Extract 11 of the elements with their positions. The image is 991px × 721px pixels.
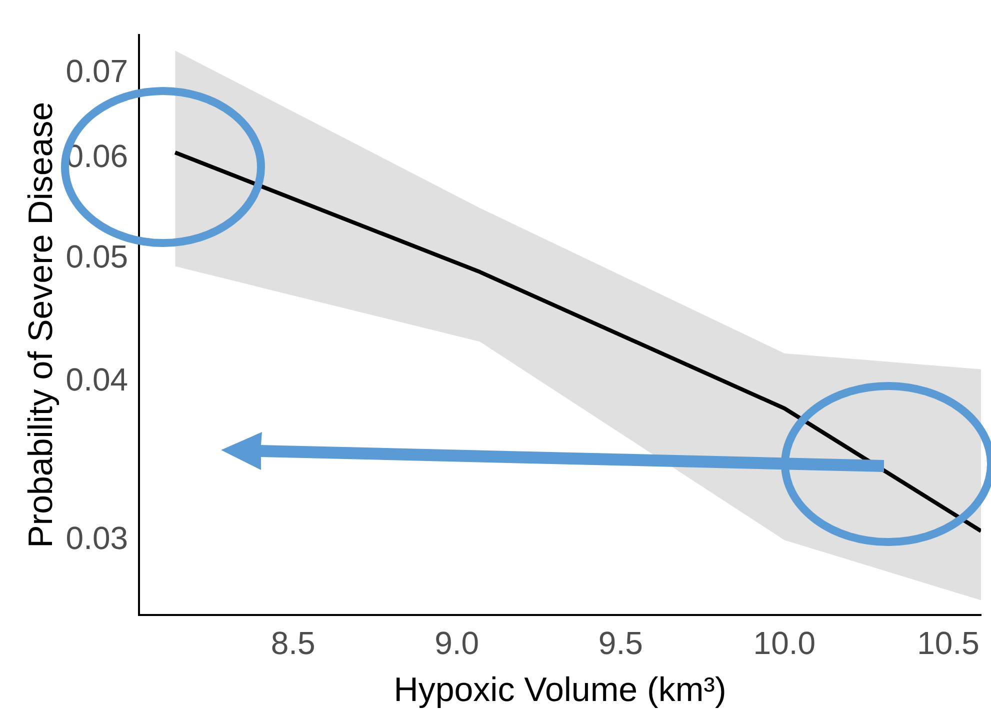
x-tick-label: 10.5 bbox=[917, 624, 980, 661]
y-tick-label: 0.04 bbox=[66, 361, 128, 398]
x-axis-title: Hypoxic Volume (km³) bbox=[394, 670, 726, 709]
y-tick-label: 0.07 bbox=[66, 52, 128, 89]
x-tick-label: 9.5 bbox=[598, 624, 643, 661]
x-tick-label: 9.0 bbox=[434, 624, 480, 661]
x-tick-label: 10.0 bbox=[753, 624, 816, 661]
y-tick-label: 0.05 bbox=[66, 238, 128, 274]
x-tick-label: 8.5 bbox=[270, 624, 316, 661]
y-tick-label: 0.03 bbox=[66, 520, 128, 556]
y-axis-title: Probability of Severe Disease bbox=[22, 102, 60, 548]
